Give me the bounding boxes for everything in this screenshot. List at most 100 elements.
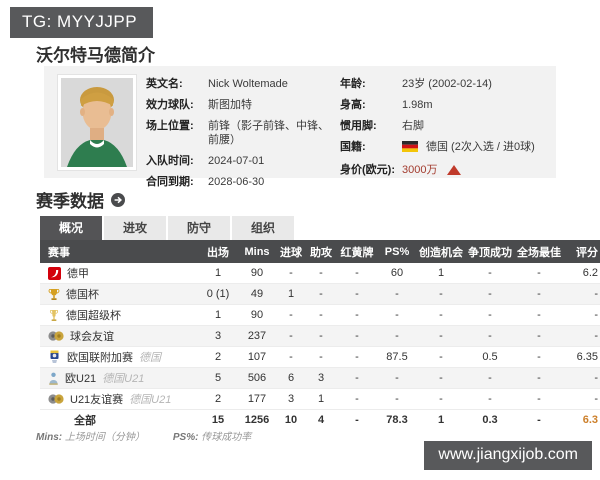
stat-cell: 49 <box>238 283 276 305</box>
stat-cell: 15 <box>211 414 225 426</box>
stat-cell: 506 <box>238 367 276 389</box>
stat-cell: - <box>514 283 564 305</box>
stat-cell: 90 <box>238 304 276 326</box>
stat-cell: 1 <box>437 414 445 426</box>
stat-cell: 87.5 <box>378 346 416 368</box>
info-value-text: 斯图加特 <box>208 99 252 111</box>
tab-organization[interactable]: 组织 <box>232 216 294 240</box>
table-row: U21友谊赛 德国U21 2 177 3 1- - - - - - <box>40 388 600 410</box>
column-header-5: 红黄牌 <box>336 240 378 263</box>
info-row-right-2: 惯用脚: 右脚 <box>340 119 552 133</box>
friendly-balls-icon <box>48 330 64 342</box>
table-row: 球会友谊 3 237- - - - - - - - <box>40 325 600 347</box>
stat-cell: 0 (1) <box>198 283 238 305</box>
stat-cell: - <box>514 304 564 326</box>
info-label: 场上位置: <box>146 120 194 132</box>
column-header-4: 助攻 <box>306 240 336 263</box>
dfb-pokal-icon <box>48 288 60 301</box>
stat-cell: 1 <box>198 263 238 284</box>
info-row-left-0: 英文名: Nick Woltemade <box>146 77 334 91</box>
competition-name: U21友谊赛 <box>70 394 124 406</box>
supercup-icon <box>48 309 60 322</box>
stat-cell: - <box>378 388 416 410</box>
info-value-text: 2028-06-30 <box>208 176 265 188</box>
tab-attack[interactable]: 进攻 <box>104 216 166 240</box>
competition-name: 欧U21 <box>65 373 97 385</box>
stat-cell: 5 <box>198 367 238 389</box>
stat-cell: - <box>306 325 336 347</box>
footnote-desc: 传球成功率 <box>201 432 252 443</box>
competition-cell: 球会友谊 <box>40 325 198 347</box>
stat-cell: - <box>416 325 466 347</box>
season-data-title-text: 赛季数据 <box>36 192 104 211</box>
stat-cell: 1 <box>198 304 238 326</box>
info-row-left-1: 效力球队: 斯图加特 <box>146 98 334 112</box>
stat-cell: - <box>276 263 306 284</box>
rating-cell: - <box>564 283 600 305</box>
info-row-right-1: 身高: 1.98m <box>340 98 552 112</box>
stat-cell: - <box>514 263 564 284</box>
stat-cell: - <box>336 263 378 284</box>
stat-cell: 2 <box>198 388 238 410</box>
info-value: 1.98m <box>402 98 433 112</box>
info-row-right-3: 国籍: 德国 (2次入选 / 进0球) <box>340 140 552 156</box>
info-value-text: 右脚 <box>402 120 424 132</box>
competition-name: 德甲 <box>67 268 89 280</box>
competition-team-note: 德国U21 <box>129 394 172 406</box>
stat-cell: - <box>514 325 564 347</box>
rating-cell: - <box>564 388 600 410</box>
info-value-text: 3000万 <box>402 164 438 176</box>
table-row: 德国杯 0 (1) 49 1- - - - - - - <box>40 283 600 305</box>
stat-cell: 10 <box>284 414 298 426</box>
stat-cell: - <box>466 325 514 347</box>
competition-name: 欧国联附加赛 <box>67 352 133 364</box>
nations-league-icon <box>48 350 61 364</box>
info-label: 惯用脚: <box>340 120 377 132</box>
column-header-2: Mins <box>238 240 276 263</box>
stat-cell: - <box>306 304 336 326</box>
competition-cell: 全部 <box>40 410 198 431</box>
germany-flag-icon <box>402 141 418 156</box>
stat-cell: 60 <box>378 263 416 284</box>
page-title: 沃尔特马德简介 <box>36 46 155 65</box>
info-value-text: 1.98m <box>402 99 433 111</box>
stat-cell: - <box>416 367 466 389</box>
player-info-left-column: 英文名: Nick Woltemade 效力球队: 斯图加特 场上位置: 前锋（影子前锋、… <box>146 77 334 196</box>
stat-cell: 3 <box>198 325 238 347</box>
stat-cell: - <box>378 325 416 347</box>
competition-name: 球会友谊 <box>70 331 114 343</box>
stat-cell: - <box>378 367 416 389</box>
stat-cell: - <box>514 388 564 410</box>
player-info-right-column: 年龄: 23岁 (2002-02-14) 身高: 1.98m 惯用脚: 右脚 国籍: 德国 (… <box>340 77 552 184</box>
competition-name: 德国杯 <box>66 289 99 301</box>
info-label: 合同到期: <box>146 176 194 188</box>
bundesliga-icon <box>48 266 61 280</box>
info-value: 德国 (2次入选 / 进0球) <box>402 140 535 156</box>
stat-cell: - <box>514 346 564 368</box>
circle-arrow-icon[interactable] <box>111 192 125 207</box>
info-value-text: 23岁 (2002-02-14) <box>402 78 492 90</box>
info-value: 2028-06-30 <box>208 175 264 189</box>
footnote: Mins: 上场时间（分钟） <box>36 432 145 443</box>
stat-cell: - <box>276 346 306 368</box>
competition-name: 德国超级杯 <box>66 310 121 322</box>
rating-cell: 6.2 <box>564 263 600 284</box>
info-label: 身价(欧元): <box>340 164 395 176</box>
tab-defense[interactable]: 防守 <box>168 216 230 240</box>
telegram-watermark: TG: MYYJJPP <box>10 7 154 38</box>
column-header-9: 全场最佳 <box>514 240 564 263</box>
stat-cell: 0.5 <box>466 346 514 368</box>
info-row-left-3: 入队时间: 2024-07-01 <box>146 154 334 168</box>
tab-overview[interactable]: 概况 <box>40 216 102 240</box>
stat-cell: - <box>336 325 378 347</box>
stat-cell: - <box>466 304 514 326</box>
table-footnotes: Mins: 上场时间（分钟） PS%: 传球成功率 <box>36 428 279 443</box>
info-value: 23岁 (2002-02-14) <box>402 77 492 91</box>
footnote-abbr: PS%: <box>172 432 202 443</box>
info-value: Nick Woltemade <box>208 77 288 91</box>
footnote-desc: 上场时间（分钟） <box>64 432 145 443</box>
table-row: 德国超级杯 1 90- - - - - - - - <box>40 304 600 326</box>
u21-euro-icon <box>48 372 59 385</box>
stat-cell: - <box>336 388 378 410</box>
competition-team-note: 德国 <box>139 352 161 364</box>
